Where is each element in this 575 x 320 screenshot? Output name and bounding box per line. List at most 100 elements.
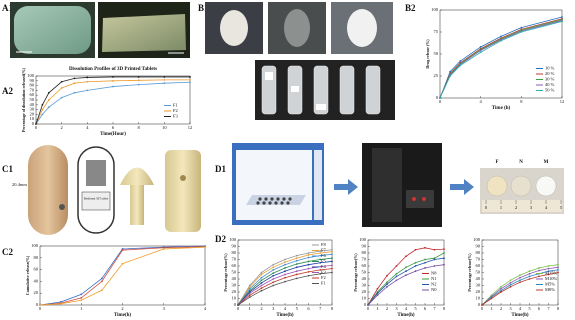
data-point <box>295 257 298 260</box>
legend-label: 30 % <box>545 77 555 82</box>
legend-label: F5 <box>321 259 327 264</box>
y-tick-label: 80 <box>476 250 481 255</box>
data-point <box>112 79 114 82</box>
y-tick-label: 30 <box>30 107 35 112</box>
x-tick-label: 6 <box>307 306 310 311</box>
x-axis-label: Time (h) <box>492 106 511 111</box>
y-tick-label: 80 <box>362 250 367 255</box>
data-point <box>41 103 44 106</box>
series-line <box>439 21 563 99</box>
data-point <box>272 284 275 287</box>
y-tick-label: 60 <box>476 263 481 268</box>
data-point <box>284 280 286 283</box>
legend-label: F3 <box>173 114 179 119</box>
y-axis-label: Percentage release(%) <box>353 253 358 292</box>
y-tick-label: 60 <box>30 92 35 97</box>
y-tick-label: 75 <box>434 29 439 34</box>
x-axis-label: Time(h) <box>276 313 293 318</box>
legend-label: F8 <box>321 242 327 247</box>
data-point <box>163 82 166 85</box>
data-point <box>449 70 452 73</box>
x-tick-label: 0 <box>367 306 370 311</box>
x-tick-label: 2 <box>61 125 63 130</box>
data-point <box>284 267 286 269</box>
data-point <box>295 266 298 269</box>
data-point <box>59 302 62 305</box>
data-point <box>520 26 523 29</box>
data-point <box>284 276 286 279</box>
data-point <box>295 263 298 265</box>
data-point <box>520 31 523 33</box>
data-point <box>307 270 310 273</box>
x-tick-label: 0 <box>35 125 38 130</box>
x-tick-label: 8 <box>520 99 523 104</box>
data-point <box>47 106 50 109</box>
data-point <box>376 294 379 297</box>
data-point <box>86 76 89 79</box>
tablet-label: F <box>495 160 498 165</box>
data-point <box>260 284 263 287</box>
data-point <box>100 277 103 280</box>
data-point <box>414 265 417 267</box>
data-point <box>509 282 512 284</box>
data-point <box>100 289 103 292</box>
data-point <box>272 281 275 284</box>
y-axis-label: Cumulative release(%) <box>25 255 30 295</box>
y-tick-label: 0 <box>32 121 35 126</box>
data-point <box>260 282 263 284</box>
b1-photos <box>205 2 395 120</box>
y-tick-label: 90 <box>476 244 481 249</box>
data-point <box>307 256 310 259</box>
data-point <box>561 20 563 23</box>
y-tick-label: 100 <box>31 243 39 248</box>
x-tick-label: 4 <box>480 99 483 104</box>
data-point <box>490 296 493 299</box>
legend-label: F7 <box>321 248 327 253</box>
y-tick-label: 0 <box>36 302 39 307</box>
x-tick-label: 6 <box>112 125 115 130</box>
data-point <box>433 258 436 261</box>
data-point <box>424 246 426 249</box>
data-point <box>189 81 191 84</box>
x-tick-label: 8 <box>443 306 446 311</box>
data-point <box>80 293 83 296</box>
data-point <box>331 257 333 260</box>
data-point <box>86 89 89 92</box>
data-point <box>500 35 502 38</box>
y-tick-label: 50 <box>232 270 237 275</box>
y-tick-label: 70 <box>30 87 35 92</box>
data-point <box>248 287 251 290</box>
data-point <box>189 76 191 78</box>
series-line <box>35 81 191 125</box>
data-point <box>319 269 322 271</box>
data-point <box>557 266 559 269</box>
data-point <box>295 273 298 276</box>
data-point <box>260 273 263 276</box>
y-tick-label: 80 <box>34 255 39 260</box>
data-point <box>479 51 482 54</box>
data-point <box>73 77 76 80</box>
data-point <box>538 275 540 278</box>
legend-label: N1 <box>431 276 437 281</box>
data-point <box>284 261 286 263</box>
legend-label: F3 <box>321 270 327 275</box>
data-point <box>35 123 37 125</box>
legend-label: F2 <box>321 275 326 280</box>
x-tick-label: 12 <box>560 99 565 104</box>
data-point <box>307 260 310 263</box>
y-tick-label: 40 <box>30 102 35 107</box>
legend-label: N8 <box>431 271 437 276</box>
data-point <box>112 85 114 88</box>
data-point <box>272 266 275 269</box>
data-point <box>528 272 531 275</box>
data-point <box>443 248 445 251</box>
x-axis-label: Time(Hour) <box>100 132 126 137</box>
tablet-label: M <box>544 160 549 165</box>
x-tick-label: 2 <box>500 306 502 311</box>
y-tick-label: 90 <box>30 78 35 83</box>
data-point <box>60 80 63 83</box>
data-point <box>319 261 322 264</box>
data-point <box>443 263 445 266</box>
series-line <box>439 19 563 99</box>
series-line <box>439 18 563 99</box>
